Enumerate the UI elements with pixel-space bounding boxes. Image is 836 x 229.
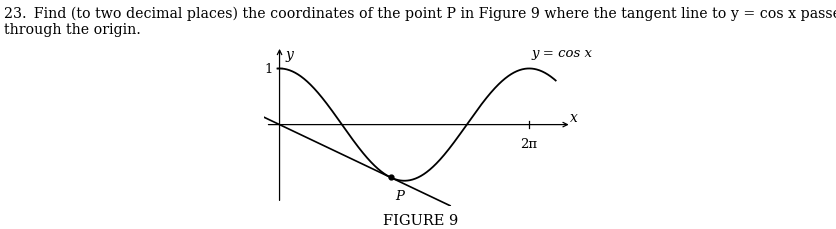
Text: y: y <box>285 48 293 62</box>
Text: FIGURE 9: FIGURE 9 <box>383 213 457 227</box>
Text: x: x <box>569 111 578 125</box>
Text: 1: 1 <box>263 63 272 76</box>
Text: 2π: 2π <box>520 137 537 150</box>
Text: y = cos x: y = cos x <box>531 47 591 60</box>
Text: P: P <box>395 189 403 202</box>
Text: 23. Find (to two decimal places) the coordinates of the point P in Figure 9 wher: 23. Find (to two decimal places) the coo… <box>4 7 836 37</box>
